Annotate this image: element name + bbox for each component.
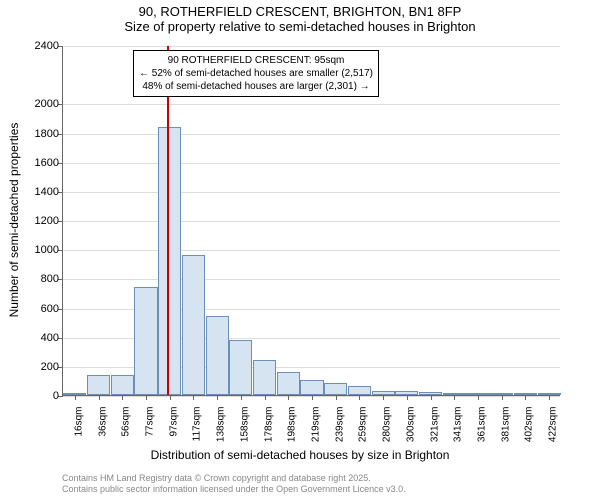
marker-line xyxy=(167,46,169,395)
y-tick-label: 1600 xyxy=(35,157,59,169)
y-axis-label: Number of semi-detached properties xyxy=(7,123,21,318)
y-tick-label: 400 xyxy=(41,332,59,344)
histogram-bar xyxy=(134,287,157,395)
histogram-bar xyxy=(253,360,276,395)
x-tick-mark xyxy=(170,395,171,400)
x-tick-label: 259sqm xyxy=(358,407,369,443)
x-tick-label: 36sqm xyxy=(97,407,108,437)
y-tick-label: 600 xyxy=(41,303,59,315)
plot-area: 0200400600800100012001400160018002000240… xyxy=(62,46,560,396)
histogram-bar xyxy=(229,340,252,395)
gridline xyxy=(63,279,560,280)
x-tick-label: 361sqm xyxy=(477,407,488,443)
property-size-chart: 90, ROTHERFIELD CRESCENT, BRIGHTON, BN1 … xyxy=(0,0,600,500)
x-tick-label: 178sqm xyxy=(263,407,274,443)
x-tick-mark xyxy=(525,395,526,400)
gridline xyxy=(63,163,560,164)
annotation-box: 90 ROTHERFIELD CRESCENT: 95sqm ← 52% of … xyxy=(133,50,379,97)
y-tick-label: 1000 xyxy=(35,244,59,256)
y-tick-label: 200 xyxy=(41,361,59,373)
gridline xyxy=(63,46,560,47)
x-tick-mark xyxy=(312,395,313,400)
x-tick-mark xyxy=(549,395,550,400)
x-tick-label: 117sqm xyxy=(192,407,203,442)
x-tick-label: 422sqm xyxy=(548,407,559,443)
x-tick-label: 97sqm xyxy=(168,407,179,437)
x-tick-label: 138sqm xyxy=(216,407,227,443)
x-tick-label: 381sqm xyxy=(500,407,511,443)
x-tick-mark xyxy=(359,395,360,400)
x-tick-mark xyxy=(265,395,266,400)
x-tick-mark xyxy=(146,395,147,400)
y-tick-label: 1800 xyxy=(35,128,59,140)
title-block: 90, ROTHERFIELD CRESCENT, BRIGHTON, BN1 … xyxy=(0,4,600,34)
x-tick-mark xyxy=(478,395,479,400)
y-tick-label: 2400 xyxy=(35,40,59,52)
x-tick-label: 158sqm xyxy=(239,407,250,443)
x-tick-mark xyxy=(454,395,455,400)
x-tick-mark xyxy=(383,395,384,400)
x-tick-mark xyxy=(193,395,194,400)
annotation-line3: 48% of semi-detached houses are larger (… xyxy=(139,80,373,93)
x-tick-mark xyxy=(217,395,218,400)
gridline xyxy=(63,192,560,193)
histogram-bar xyxy=(206,316,229,395)
footer-line1: Contains HM Land Registry data © Crown c… xyxy=(62,473,406,485)
x-tick-mark xyxy=(122,395,123,400)
gridline xyxy=(63,104,560,105)
x-tick-mark xyxy=(75,395,76,400)
x-axis-label: Distribution of semi-detached houses by … xyxy=(0,448,600,462)
x-tick-label: 300sqm xyxy=(405,407,416,443)
histogram-bar xyxy=(158,127,181,395)
x-tick-label: 16sqm xyxy=(73,407,84,437)
x-tick-label: 198sqm xyxy=(287,407,298,443)
y-tick-label: 1400 xyxy=(35,186,59,198)
x-tick-mark xyxy=(502,395,503,400)
chart-subtitle: Size of property relative to semi-detach… xyxy=(0,19,600,34)
annotation-line1: 90 ROTHERFIELD CRESCENT: 95sqm xyxy=(139,54,373,67)
histogram-bar xyxy=(324,383,347,395)
x-tick-mark xyxy=(288,395,289,400)
x-tick-label: 321sqm xyxy=(429,407,440,443)
gridline xyxy=(63,221,560,222)
histogram-bar xyxy=(300,380,323,395)
x-tick-mark xyxy=(407,395,408,400)
x-tick-mark xyxy=(336,395,337,400)
x-tick-label: 219sqm xyxy=(311,407,322,443)
histogram-bar xyxy=(111,375,134,395)
x-tick-mark xyxy=(99,395,100,400)
x-tick-label: 402sqm xyxy=(524,407,535,443)
footer-line2: Contains public sector information licen… xyxy=(62,484,406,496)
chart-title: 90, ROTHERFIELD CRESCENT, BRIGHTON, BN1 … xyxy=(0,4,600,19)
y-tick-label: 800 xyxy=(41,273,59,285)
histogram-bar xyxy=(182,255,205,395)
y-tick-label: 2000 xyxy=(35,98,59,110)
gridline xyxy=(63,250,560,251)
histogram-bar xyxy=(277,372,300,395)
histogram-bar xyxy=(348,386,371,395)
y-tick-label: 1200 xyxy=(35,215,59,227)
x-tick-label: 341sqm xyxy=(453,407,464,443)
annotation-line2: ← 52% of semi-detached houses are smalle… xyxy=(139,67,373,80)
x-tick-label: 239sqm xyxy=(334,407,345,443)
x-tick-mark xyxy=(241,395,242,400)
histogram-bar xyxy=(87,375,110,395)
gridline xyxy=(63,134,560,135)
footer-attribution: Contains HM Land Registry data © Crown c… xyxy=(62,473,406,496)
y-tick-label: 0 xyxy=(53,390,59,402)
x-tick-label: 280sqm xyxy=(382,407,393,443)
x-tick-label: 56sqm xyxy=(121,407,132,437)
x-tick-label: 77sqm xyxy=(145,407,156,437)
x-tick-mark xyxy=(431,395,432,400)
